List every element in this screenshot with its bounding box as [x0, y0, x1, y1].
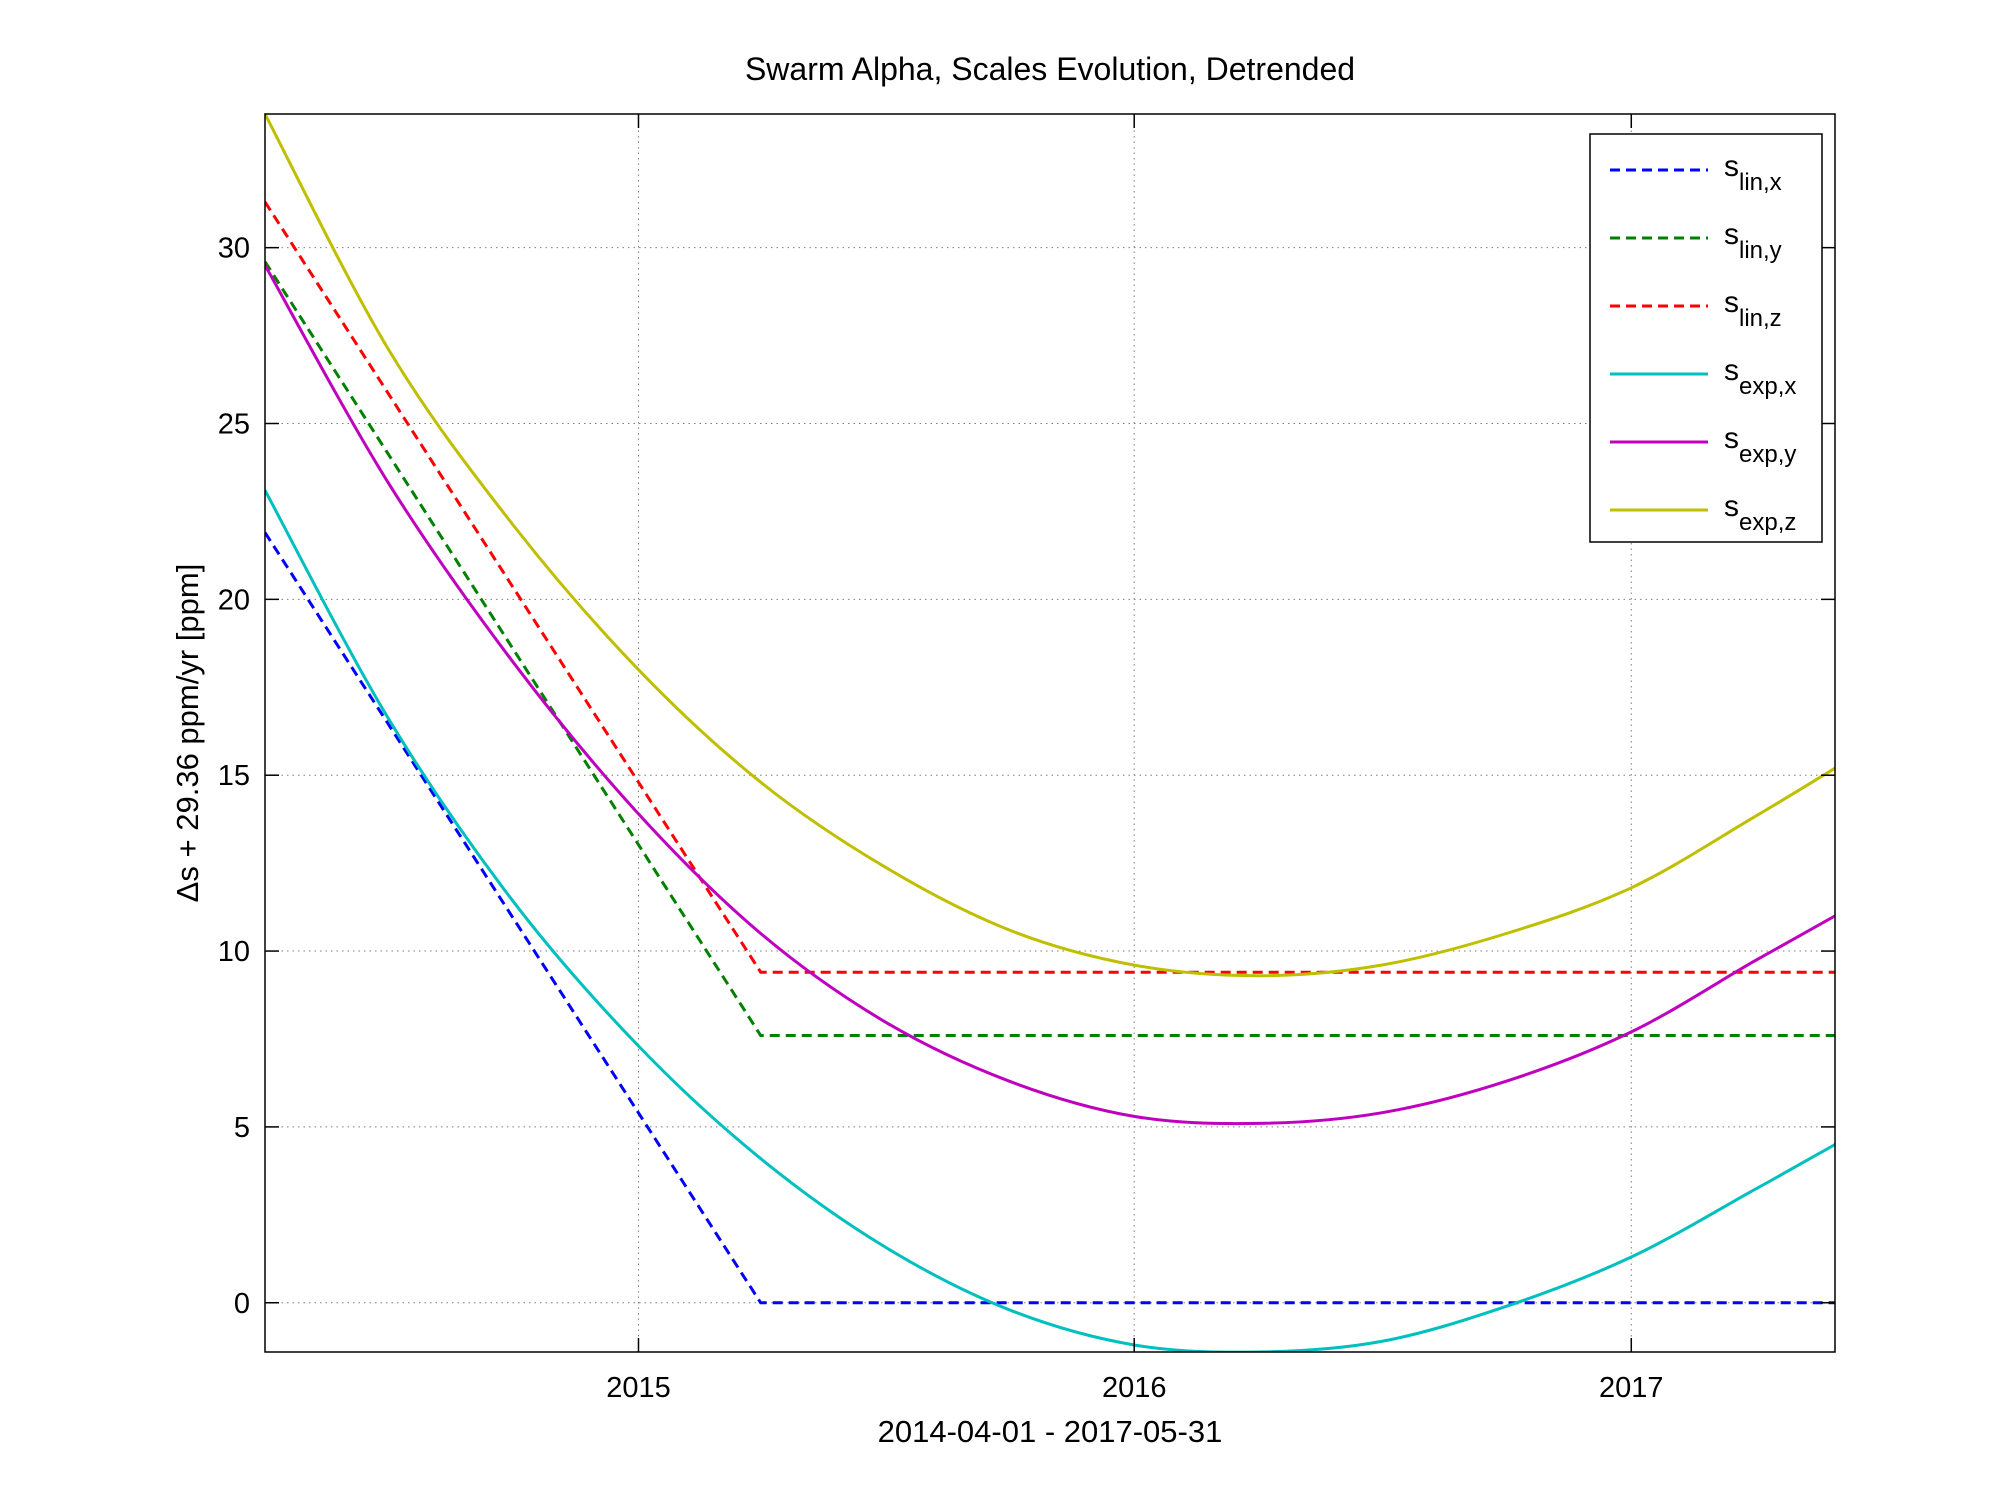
y-tick-label: 20	[218, 584, 250, 616]
series-line-lin-x	[265, 531, 1835, 1305]
x-tick-label: 2015	[606, 1372, 671, 1404]
legend-label: slin,x	[1724, 150, 1782, 196]
series-line-lin-z	[265, 201, 1835, 974]
y-tick-label: 5	[234, 1112, 250, 1144]
legend-box	[1589, 133, 1823, 543]
y-tick-label: 30	[218, 233, 250, 265]
y-axis-label: Δs + 29.36 ppm/yr [ppm]	[170, 564, 205, 903]
y-tick-label: 10	[218, 936, 250, 968]
x-axis-label: 2014-04-01 - 2017-05-31	[878, 1414, 1223, 1449]
legend-label: sexp,y	[1724, 422, 1796, 468]
series-line-exp-z	[265, 114, 1835, 978]
plot-frame	[264, 113, 1836, 1353]
legend: slin,x slin,y slin,z sexp,x sexp,y sexp,z	[1589, 133, 1823, 543]
series-line-exp-y	[265, 264, 1835, 1126]
x-tick-label: 2016	[1102, 1372, 1167, 1404]
y-axis-label-text: s + 29.36 ppm/yr [ppm]	[170, 564, 205, 882]
ticks: 2015 2016 2017 0 5 10 15 20 25 30	[218, 114, 1835, 1404]
legend-label: sexp,x	[1724, 354, 1796, 400]
series-layer	[265, 114, 1835, 1352]
legend-label: sexp,z	[1724, 490, 1796, 536]
y-axis-label-delta: Δ	[170, 882, 205, 903]
legend-label: slin,y	[1724, 218, 1782, 264]
x-tick-label: 2017	[1599, 1372, 1664, 1404]
series-line-exp-x	[265, 489, 1835, 1352]
y-tick-label: 15	[218, 760, 250, 792]
y-tick-label: 0	[234, 1288, 250, 1320]
y-tick-label: 25	[218, 409, 250, 441]
chart-title: Swarm Alpha, Scales Evolution, Detrended	[745, 51, 1355, 87]
series-line-lin-y	[265, 260, 1835, 1037]
legend-label: slin,z	[1724, 286, 1782, 332]
